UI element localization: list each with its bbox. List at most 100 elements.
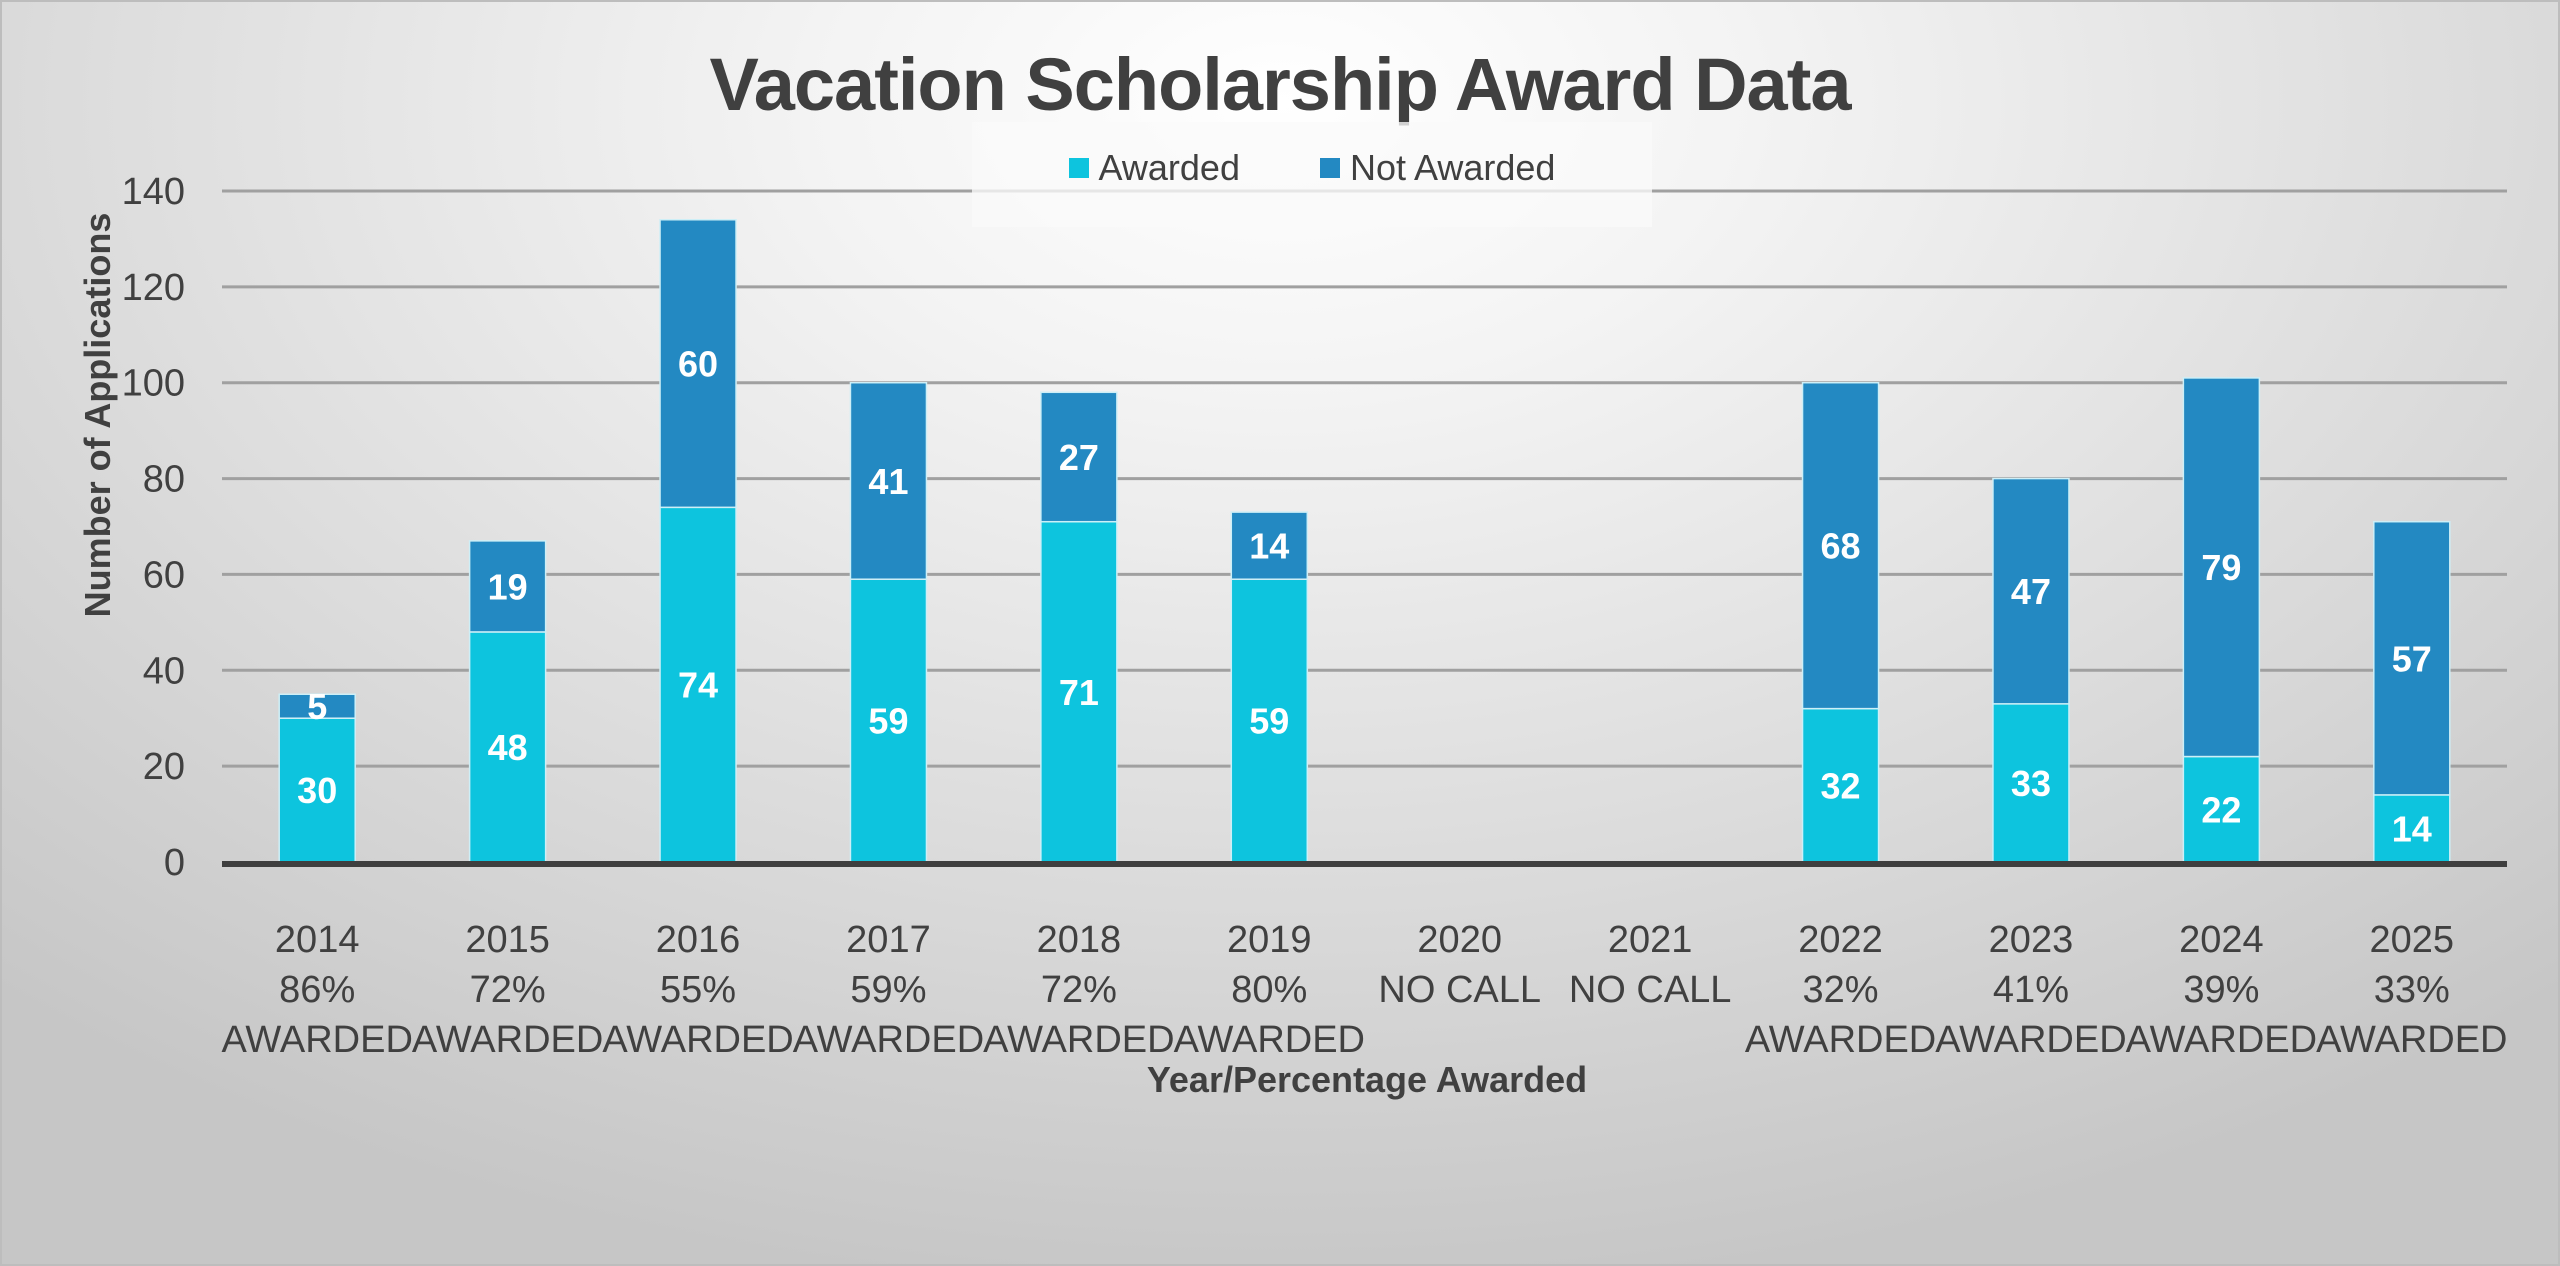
y-tick-label: 40: [143, 650, 185, 692]
legend-swatch-awarded: [1068, 157, 1089, 178]
bar-segment-not-awarded: [1801, 381, 1880, 710]
chart-title: Vacation Scholarship Award Data: [709, 43, 1851, 126]
bar-segment-not-awarded: [278, 693, 356, 719]
x-category-label: 2021: [1608, 919, 1693, 961]
data-label: 22: [2201, 789, 2241, 830]
y-tick-label: 20: [143, 746, 185, 788]
legend-swatch-not-awarded: [1319, 157, 1340, 178]
bar-stack-2017: 59 41: [849, 381, 928, 863]
bar-segment-awarded: [659, 506, 737, 863]
bar-segment-awarded: [1801, 707, 1880, 863]
x-category-label: 59%: [850, 969, 926, 1011]
legend-item-not-awarded: Not Awarded: [1319, 146, 1556, 189]
bar-stack-2016: 74 60: [659, 219, 737, 863]
data-label: 33: [2011, 763, 2051, 804]
x-category-label: 2017: [846, 919, 931, 961]
x-category-label: AWARDED: [1174, 1019, 1365, 1061]
legend: Awarded Not Awarded: [972, 122, 1652, 227]
x-category-label: 80%: [1231, 969, 1307, 1011]
bar-stack-2018: 71 27: [1040, 391, 1118, 863]
x-category-label: AWARDED: [2126, 1019, 2317, 1061]
data-label: 68: [1821, 526, 1861, 567]
x-category-label: AWARDED: [2316, 1019, 2507, 1061]
x-axis-title: Year/Percentage Awarded: [1146, 1059, 1588, 1100]
bar-segment-awarded: [1992, 703, 2070, 863]
data-label: 47: [2011, 571, 2051, 612]
data-label: 48: [488, 727, 528, 768]
bar-segment-not-awarded: [2182, 377, 2261, 758]
bar-segment-not-awarded: [1992, 477, 2070, 705]
x-category-label: 72%: [1041, 969, 1117, 1011]
bar-stack-2022: 32 68: [1801, 381, 1880, 863]
x-category-label: 2025: [2370, 919, 2455, 961]
data-label: 60: [678, 344, 718, 385]
y-tick-label: 0: [164, 842, 185, 884]
bar-segment-not-awarded: [1230, 511, 1309, 580]
x-category-label: AWARDED: [793, 1019, 984, 1061]
y-tick-label: 100: [122, 363, 185, 405]
data-label: 27: [1059, 437, 1099, 478]
data-label: 79: [2201, 547, 2241, 588]
data-label: 14: [1249, 526, 1289, 567]
data-label: 71: [1059, 672, 1099, 713]
y-tick-label: 60: [143, 554, 185, 596]
x-category-label: 2014: [275, 919, 360, 961]
x-category-label: AWARDED: [1745, 1019, 1936, 1061]
x-category-label: NO CALL: [1378, 969, 1541, 1011]
x-category-label: 39%: [2183, 969, 2259, 1011]
x-category-label: AWARDED: [983, 1019, 1174, 1061]
bar-segment-not-awarded: [849, 381, 928, 580]
bar-segment-awarded: [849, 578, 928, 863]
bar-stack-2024: 22 79: [2182, 377, 2261, 863]
x-category-label: 2015: [465, 919, 550, 961]
bar-stack-2019: 59 14: [1230, 511, 1309, 863]
x-category-label: 2018: [1037, 919, 1122, 961]
data-label: 59: [868, 701, 908, 742]
bar-stack-2025: 14 57: [2373, 520, 2451, 863]
bar-segment-awarded: [2182, 755, 2261, 863]
x-category-label: 33%: [2374, 969, 2450, 1011]
x-category-label: 2020: [1417, 919, 1502, 961]
x-category-label: 2023: [1989, 919, 2074, 961]
data-label: 19: [488, 566, 528, 607]
x-category-label: 32%: [1803, 969, 1879, 1011]
x-category-label: 86%: [279, 969, 355, 1011]
bar-segment-awarded: [1230, 578, 1309, 863]
data-label: 5: [307, 686, 327, 727]
legend-item-awarded: Awarded: [1068, 146, 1240, 189]
y-tick-label: 140: [122, 171, 185, 213]
data-label: 14: [2392, 808, 2432, 849]
x-category-label: AWARDED: [221, 1019, 412, 1061]
x-category-label: 55%: [660, 969, 736, 1011]
bar-stack-2014: 30 5: [278, 686, 356, 863]
bar-segment-not-awarded: [2373, 520, 2451, 796]
y-tick-label: 120: [122, 267, 185, 309]
bar-segment-not-awarded: [659, 219, 737, 509]
data-label: 59: [1249, 701, 1289, 742]
x-category-label: 2016: [656, 919, 741, 961]
y-axis-title: Number of Applications: [77, 212, 118, 618]
legend-label: Awarded: [1098, 146, 1240, 188]
y-tick-label: 80: [143, 459, 185, 501]
x-category-label: AWARDED: [602, 1019, 793, 1061]
x-category-label: 2022: [1798, 919, 1883, 961]
x-category-label: AWARDED: [1935, 1019, 2126, 1061]
legend-label: Not Awarded: [1349, 146, 1556, 188]
x-category-label: NO CALL: [1569, 969, 1732, 1011]
x-category-label: 72%: [470, 969, 546, 1011]
bar-stack-2015: 48 19: [468, 540, 547, 863]
bar-stack-2023: 33 47: [1992, 477, 2070, 863]
bar-segment-awarded: [468, 631, 547, 863]
data-label: 32: [1821, 765, 1861, 806]
x-category-label: AWARDED: [412, 1019, 603, 1061]
bar-segment-not-awarded: [468, 540, 547, 633]
x-category-label: 2024: [2179, 919, 2264, 961]
data-label: 30: [297, 770, 337, 811]
bar-segment-awarded: [2373, 794, 2451, 863]
data-label: 74: [678, 665, 718, 706]
x-category-label: 2019: [1227, 919, 1312, 961]
bar-segment-not-awarded: [1040, 391, 1118, 523]
x-category-label: 41%: [1993, 969, 2069, 1011]
